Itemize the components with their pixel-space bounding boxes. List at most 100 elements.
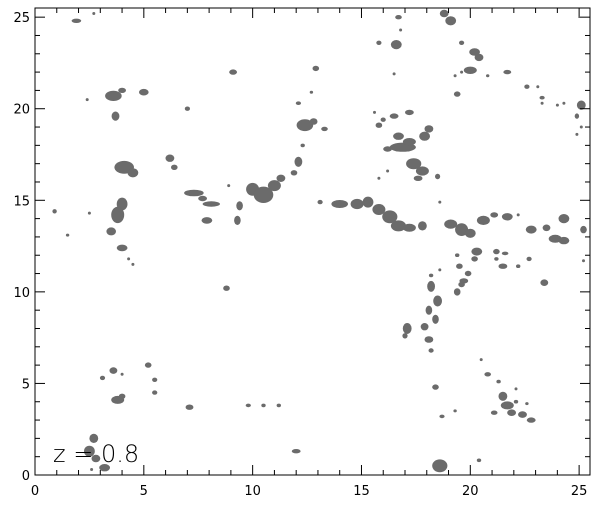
data-blob (438, 200, 442, 204)
data-blob (513, 399, 519, 404)
data-blob (105, 90, 122, 101)
data-blob (420, 323, 429, 331)
data-blob (405, 109, 414, 116)
x-tick-label: 10 (244, 484, 261, 499)
data-blob (439, 414, 445, 419)
data-blob (87, 211, 91, 215)
data-blob (127, 257, 131, 261)
data-blob (184, 189, 204, 197)
data-blob (131, 262, 135, 266)
data-blob (428, 273, 434, 278)
data-blob (514, 387, 518, 391)
data-blob (424, 125, 434, 133)
data-blob (296, 119, 314, 132)
data-blob (501, 251, 509, 256)
data-blob (331, 200, 349, 208)
data-blob (380, 117, 386, 122)
data-blob (479, 358, 483, 362)
data-blob (490, 212, 499, 218)
data-blob (455, 253, 460, 257)
data-blob (526, 417, 536, 423)
data-blob (89, 433, 99, 443)
data-blob (202, 201, 220, 207)
data-blob (92, 12, 96, 15)
data-blob (516, 213, 520, 217)
data-blob (362, 196, 374, 208)
data-blob (432, 384, 439, 390)
data-blob (579, 125, 583, 129)
data-blob (309, 90, 314, 94)
data-blob (444, 219, 458, 229)
data-blob (312, 65, 320, 72)
data-blob (476, 458, 482, 463)
data-blob (525, 225, 537, 234)
data-blob (223, 285, 230, 291)
data-blob (439, 9, 449, 18)
data-blob (118, 393, 126, 399)
data-blob (453, 74, 457, 78)
data-blob (474, 53, 484, 62)
data-blob (234, 215, 241, 225)
data-blob (376, 40, 382, 45)
data-blob (90, 468, 94, 471)
data-blob (516, 264, 521, 269)
data-blob (490, 410, 498, 415)
data-blob (432, 459, 448, 473)
data-blob (576, 100, 586, 110)
x-tick-label: 20 (462, 484, 479, 499)
data-blob (185, 404, 194, 410)
data-blob (562, 101, 566, 105)
data-blob (525, 402, 529, 406)
data-blob (469, 48, 480, 56)
data-blob (109, 367, 118, 374)
data-blob (295, 101, 301, 105)
x-tick-label: 25 (571, 484, 588, 499)
data-blob (127, 168, 139, 178)
data-blob (486, 74, 490, 78)
data-blob (484, 372, 492, 377)
data-blob (580, 225, 587, 234)
data-blob (393, 132, 404, 140)
y-tick-label: 10 (13, 286, 30, 301)
data-blob (84, 445, 95, 457)
data-blob (406, 158, 422, 170)
data-blob (317, 199, 323, 205)
data-blob (300, 143, 305, 148)
data-blob (459, 40, 465, 45)
data-blob (116, 244, 128, 252)
data-blob (418, 221, 427, 231)
y-tick-label: 20 (13, 103, 30, 118)
data-blob (386, 169, 390, 173)
data-blob (65, 233, 70, 237)
data-blob (555, 103, 559, 107)
data-blob (575, 132, 579, 136)
data-blob (471, 247, 483, 256)
data-blob (91, 454, 101, 463)
data-blob (390, 40, 402, 50)
data-blob (106, 227, 116, 236)
data-blob (276, 174, 286, 182)
data-blob (198, 195, 208, 202)
data-blob (455, 223, 469, 237)
x-tick-label: 5 (140, 484, 148, 499)
data-blob (518, 411, 527, 418)
data-blob (111, 111, 120, 121)
data-blob (498, 263, 508, 269)
data-blob (524, 84, 530, 89)
data-blobs (52, 9, 587, 473)
data-blob (375, 122, 383, 128)
data-blob (460, 70, 464, 74)
ticks: 0 5 10 15 20 25 0 5 10 15 20 25 (13, 8, 590, 499)
data-blob (540, 101, 544, 105)
data-blob (85, 98, 89, 102)
data-blob (261, 403, 266, 408)
y-tick-label: 15 (13, 194, 30, 209)
data-blob (503, 69, 512, 75)
data-blob (415, 166, 429, 176)
data-blob (389, 113, 399, 119)
data-blob (373, 110, 376, 114)
data-blob (419, 131, 430, 141)
data-blob (471, 256, 478, 262)
data-blob (139, 88, 149, 96)
